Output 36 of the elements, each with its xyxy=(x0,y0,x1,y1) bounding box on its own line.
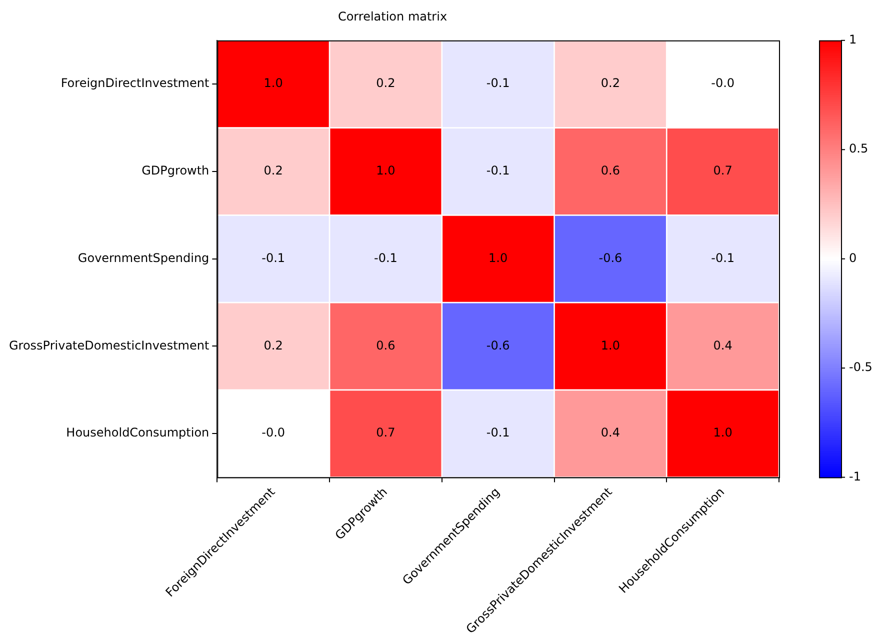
data-label: 0.6 xyxy=(600,164,620,178)
y-tick-label: HouseholdConsumption xyxy=(66,426,210,440)
data-label: -0.1 xyxy=(486,426,510,440)
data-label: 0.2 xyxy=(264,338,283,352)
y-tick-label: GrossPrivateDomesticInvestment xyxy=(8,338,210,352)
data-label: -0.1 xyxy=(486,76,510,90)
data-label: -0.0 xyxy=(711,76,735,90)
data-label: -0.1 xyxy=(374,250,398,265)
color-bar-label: 0 xyxy=(849,250,857,265)
y-tick-label: GovernmentSpending xyxy=(78,250,210,265)
y-tick-label: ForeignDirectInvestment xyxy=(60,76,210,90)
data-label: 1.0 xyxy=(488,250,508,265)
y-tick-label: GDPgrowth xyxy=(142,164,210,178)
data-label: 1.0 xyxy=(376,164,396,178)
data-label: -0.6 xyxy=(486,338,510,352)
data-label: 1.0 xyxy=(264,76,283,90)
data-label: -0.1 xyxy=(486,164,510,178)
data-label: -0.6 xyxy=(598,250,622,265)
data-label: 0.2 xyxy=(600,76,620,90)
color-bar-label: -0.5 xyxy=(849,360,872,374)
data-label: 0.2 xyxy=(264,164,283,178)
data-label: 0.7 xyxy=(713,164,732,178)
color-bar-label: 1 xyxy=(849,32,857,47)
color-bar-label: -1 xyxy=(849,469,861,484)
data-label: -0.1 xyxy=(711,250,735,265)
data-label: 0.4 xyxy=(600,426,620,440)
data-label: -0.0 xyxy=(262,426,286,440)
color-bar-label: 0.5 xyxy=(849,142,868,156)
data-label: 1.0 xyxy=(713,426,732,440)
data-label: 0.2 xyxy=(376,76,396,90)
data-label: 1.0 xyxy=(600,338,620,352)
chart-title: Correlation matrix xyxy=(338,9,448,24)
data-label: -0.1 xyxy=(262,250,286,265)
data-label: 0.4 xyxy=(713,338,732,352)
data-label: 0.6 xyxy=(376,338,396,352)
data-label: 0.7 xyxy=(376,426,396,440)
